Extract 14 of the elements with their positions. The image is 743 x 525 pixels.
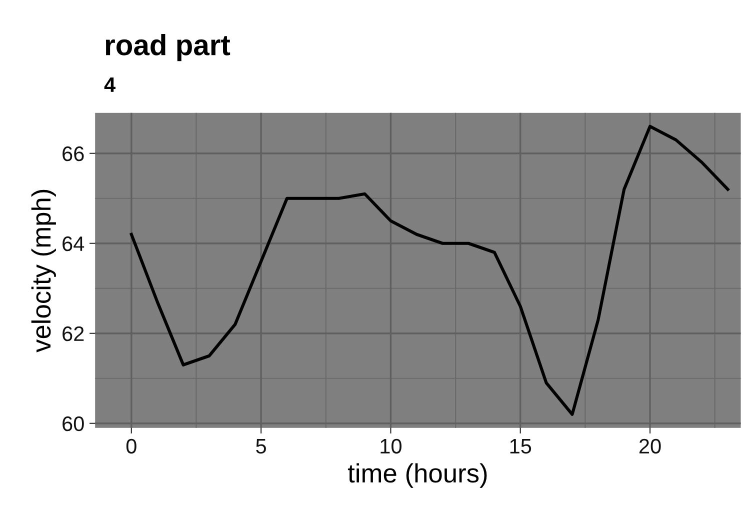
x-tick-label: 20 bbox=[639, 438, 661, 454]
y-tick-label: 60 bbox=[62, 416, 84, 432]
x-tick-label: 10 bbox=[380, 438, 402, 454]
y-tick-label: 64 bbox=[62, 236, 84, 252]
x-axis-title: time (hours) bbox=[348, 463, 487, 488]
y-tick-label: 62 bbox=[62, 326, 84, 342]
x-tick-label: 15 bbox=[510, 439, 532, 454]
x-tick-label: 0 bbox=[126, 438, 136, 454]
y-axis-title: velocity (mph) bbox=[31, 190, 56, 352]
x-tick-label: 5 bbox=[256, 439, 266, 454]
y-tick-label: 66 bbox=[62, 146, 84, 162]
line-series bbox=[130, 124, 730, 416]
chart-subtitle: 4 bbox=[104, 78, 116, 92]
chart-title: road part bbox=[106, 34, 230, 62]
